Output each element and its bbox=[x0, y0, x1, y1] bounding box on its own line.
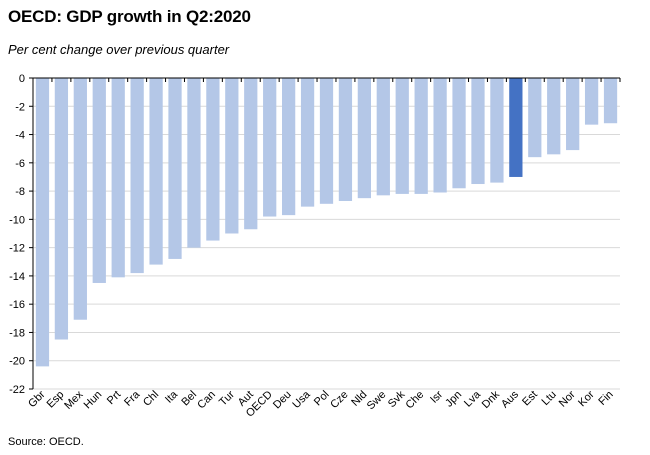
bar-usa bbox=[300, 78, 315, 207]
x-tick-label: Lva bbox=[462, 388, 484, 410]
bar-chl bbox=[149, 78, 163, 265]
x-tick-label: Svk bbox=[386, 388, 408, 410]
bar-tur bbox=[225, 78, 239, 234]
x-tick-label: Kor bbox=[576, 388, 597, 409]
x-tick-label: Aus bbox=[499, 388, 521, 410]
x-tick-label: Pol bbox=[312, 389, 332, 409]
bar-fra bbox=[130, 78, 144, 274]
source-note: Source: OECD. bbox=[8, 436, 84, 448]
bar-cze bbox=[338, 78, 353, 201]
x-tick-label: Nor bbox=[557, 388, 578, 409]
bar-fin bbox=[603, 78, 618, 124]
bar-che bbox=[414, 78, 428, 194]
bar-nor bbox=[566, 78, 580, 151]
bar-deu bbox=[282, 78, 296, 216]
x-tick-label: Che bbox=[404, 389, 427, 412]
x-tick-label: Swe bbox=[365, 389, 389, 413]
bars bbox=[35, 78, 618, 367]
x-tick-label: Jpn bbox=[443, 389, 464, 410]
bar-mex bbox=[73, 78, 87, 320]
chart-subtitle: Per cent change over previous quarter bbox=[8, 42, 230, 57]
x-tick-label: Gbr bbox=[26, 388, 48, 410]
bar-esp bbox=[54, 78, 69, 340]
bar-isr bbox=[433, 78, 447, 193]
x-tick-label: Isr bbox=[428, 388, 445, 405]
bar-aus bbox=[509, 78, 523, 177]
x-tick-label: Deu bbox=[271, 389, 294, 412]
bar-jpn bbox=[452, 78, 466, 189]
bar-bel bbox=[187, 78, 201, 248]
y-tick-label: -22 bbox=[9, 384, 25, 396]
x-tick-label: Hun bbox=[82, 389, 105, 412]
y-tick-label: -20 bbox=[9, 356, 25, 368]
y-tick-label: -8 bbox=[15, 186, 25, 198]
y-tick-label: -2 bbox=[15, 101, 25, 113]
axes bbox=[29, 77, 621, 390]
y-tick-label: -4 bbox=[15, 130, 25, 142]
y-tick-label: -12 bbox=[9, 243, 25, 255]
chart-title: OECD: GDP growth in Q2:2020 bbox=[8, 7, 251, 26]
bar-nld bbox=[357, 78, 371, 199]
bar-aut bbox=[244, 78, 258, 230]
x-tick-label: Prt bbox=[105, 389, 123, 407]
x-tick-label: Ita bbox=[163, 388, 181, 406]
bar-hun bbox=[92, 78, 106, 283]
bar-can bbox=[206, 78, 220, 241]
y-tick-label: -6 bbox=[15, 158, 25, 170]
bar-lva bbox=[471, 78, 485, 185]
x-tick-label: Fin bbox=[596, 389, 615, 408]
x-tick-label: Cze bbox=[328, 389, 350, 411]
x-tick-label: Est bbox=[520, 389, 540, 409]
bar-gbr bbox=[35, 78, 50, 367]
y-tick-label: 0 bbox=[19, 73, 25, 85]
x-tick-label: Bel bbox=[179, 389, 199, 409]
y-tick-label: -14 bbox=[9, 271, 25, 283]
bar-svk bbox=[395, 78, 409, 194]
y-tick-label: -10 bbox=[9, 214, 25, 226]
bar-pol bbox=[319, 78, 334, 204]
y-tick-labels: 0 -2 -4 -6 -8 -10 -12 -14 -16 -18 -20 -22 bbox=[9, 73, 25, 396]
bar-swe bbox=[376, 78, 390, 196]
bar-est bbox=[528, 78, 542, 158]
bar-ita bbox=[168, 78, 182, 259]
y-tick-label: -16 bbox=[9, 299, 25, 311]
bar-prt bbox=[111, 78, 125, 278]
x-tick-label: Fra bbox=[122, 388, 143, 409]
x-tick-label: Tur bbox=[217, 388, 237, 408]
x-tick-label: Ltu bbox=[540, 389, 559, 408]
x-tick-label: Can bbox=[195, 389, 218, 412]
bar-dnk bbox=[490, 78, 504, 183]
x-tick-label: Dnk bbox=[480, 388, 503, 411]
x-tick-label: Usa bbox=[290, 388, 313, 411]
x-tick-label: Mex bbox=[62, 388, 86, 412]
bar-ltu bbox=[547, 78, 561, 155]
x-tick-label: Esp bbox=[45, 389, 67, 411]
x-tick-label: Chl bbox=[141, 389, 161, 409]
bar-kor bbox=[584, 78, 599, 125]
y-tick-label: -18 bbox=[9, 327, 25, 339]
bar-oecd bbox=[263, 78, 277, 217]
